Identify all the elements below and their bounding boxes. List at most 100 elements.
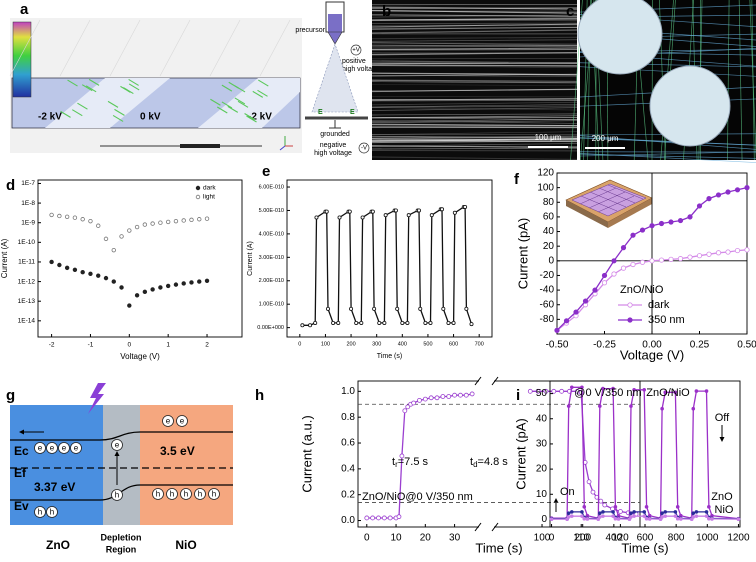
fiber-streak bbox=[371, 74, 578, 77]
precursor-label: precursor bbox=[295, 27, 325, 34]
mesh-fiber bbox=[579, 151, 756, 157]
data-point bbox=[142, 222, 148, 227]
y-tick-label: 0 bbox=[548, 255, 554, 266]
x-axis-label: Time (s) bbox=[621, 540, 668, 555]
data-point bbox=[632, 510, 636, 514]
data-point bbox=[347, 209, 352, 214]
x-tick-label: 500 bbox=[423, 341, 432, 347]
data-point bbox=[418, 306, 423, 311]
data-point bbox=[103, 236, 109, 242]
nio-gap: 3.5 eV bbox=[160, 444, 195, 458]
data-point bbox=[744, 185, 750, 191]
voltage-source bbox=[358, 142, 370, 154]
data-point bbox=[566, 515, 571, 519]
field-arrow bbox=[107, 100, 119, 108]
field-arrow bbox=[128, 83, 140, 91]
data-point bbox=[150, 221, 155, 226]
mesh-fiber bbox=[727, 0, 730, 161]
data-point bbox=[399, 453, 405, 459]
data-point bbox=[675, 516, 680, 521]
data-point bbox=[630, 232, 636, 238]
x-tick-label: 0.50 bbox=[737, 340, 756, 351]
data-point bbox=[452, 210, 457, 215]
fiber-streak bbox=[371, 74, 578, 77]
fiber-streak bbox=[371, 65, 578, 68]
data-point bbox=[611, 258, 617, 264]
field-band bbox=[45, 78, 170, 128]
zno-label: ZnO bbox=[46, 538, 70, 552]
data-point bbox=[644, 516, 649, 521]
fiber-streak bbox=[371, 81, 578, 84]
chart: 0 10 20 30 40 50 0 200 400 600 800 1000 1200 Time (s)… bbox=[513, 380, 750, 555]
hole-label: h bbox=[115, 491, 119, 500]
data-point bbox=[707, 516, 711, 521]
data-point bbox=[165, 219, 171, 225]
data-point bbox=[691, 511, 696, 515]
axis-break bbox=[479, 378, 494, 384]
y-tick-label: 1E-10 bbox=[18, 239, 36, 246]
voltage-sign: +V bbox=[352, 48, 360, 54]
y-tick-label: 1E-8 bbox=[21, 200, 35, 207]
data-point bbox=[416, 208, 421, 213]
data-point bbox=[613, 505, 618, 509]
fiber-streak bbox=[371, 26, 578, 30]
panel-c-overlay: 200 μm bbox=[577, 0, 731, 149]
field-arrow bbox=[237, 100, 249, 108]
field-label: E bbox=[318, 109, 323, 116]
fiber-streak bbox=[371, 44, 578, 47]
data-point bbox=[706, 196, 712, 202]
panel-a: -2 kV 0 kV -2 kV precursor +V positive h… bbox=[9, 1, 380, 157]
data-point bbox=[696, 253, 703, 259]
x-tick-label: 400 bbox=[606, 533, 623, 544]
data-point bbox=[687, 214, 693, 220]
fiber-streak bbox=[371, 60, 578, 64]
annotation: Off bbox=[715, 412, 730, 424]
panel-label: e bbox=[262, 163, 270, 180]
data-point bbox=[80, 217, 85, 222]
hole-label: h bbox=[156, 490, 160, 499]
data-point bbox=[336, 320, 341, 325]
data-point bbox=[337, 215, 342, 220]
data-point bbox=[642, 514, 647, 518]
scale-label: 200 μm bbox=[592, 134, 619, 143]
data-point bbox=[158, 220, 163, 225]
data-point bbox=[383, 213, 388, 218]
data-point bbox=[707, 505, 711, 509]
panel-label: g bbox=[6, 387, 15, 404]
data-point bbox=[586, 479, 592, 485]
data-point bbox=[611, 514, 615, 518]
fiber-streak bbox=[371, 64, 578, 67]
y-tick-label: 3.00E-010 bbox=[259, 255, 284, 261]
fiber-streak bbox=[371, 79, 578, 82]
data-point bbox=[570, 385, 574, 390]
data-point bbox=[660, 515, 664, 519]
x-tick-label: 400 bbox=[398, 341, 407, 347]
fiber-streak bbox=[371, 131, 578, 135]
positive-label: positive bbox=[342, 58, 366, 65]
field-arrow bbox=[221, 101, 233, 109]
data-point bbox=[704, 389, 709, 393]
fiber-streak bbox=[371, 105, 578, 108]
legend-label: light bbox=[203, 194, 215, 201]
data-point bbox=[602, 502, 608, 508]
data-point bbox=[314, 215, 319, 220]
data-point bbox=[592, 287, 598, 293]
x-tick-label: 600 bbox=[637, 533, 654, 544]
data-point bbox=[696, 203, 703, 209]
data-point bbox=[189, 280, 194, 285]
field-arrow bbox=[227, 105, 239, 113]
plot-frame bbox=[357, 380, 641, 528]
positive-label: high voltage bbox=[342, 66, 380, 73]
data-point bbox=[679, 517, 683, 521]
field-arrow bbox=[257, 89, 268, 97]
hole-symbol bbox=[46, 506, 58, 518]
x-tick-label: 100 bbox=[321, 341, 330, 347]
data-point bbox=[173, 218, 179, 224]
y-tick-label: -80 bbox=[540, 314, 555, 325]
x-tick-label: -0.50 bbox=[546, 340, 569, 351]
y-tick-label: 0.2 bbox=[341, 489, 355, 500]
y-tick-label: 60 bbox=[543, 212, 555, 223]
ec-label: Ec bbox=[14, 444, 29, 458]
electron-symbol bbox=[162, 415, 174, 427]
annotation: On bbox=[560, 486, 575, 498]
